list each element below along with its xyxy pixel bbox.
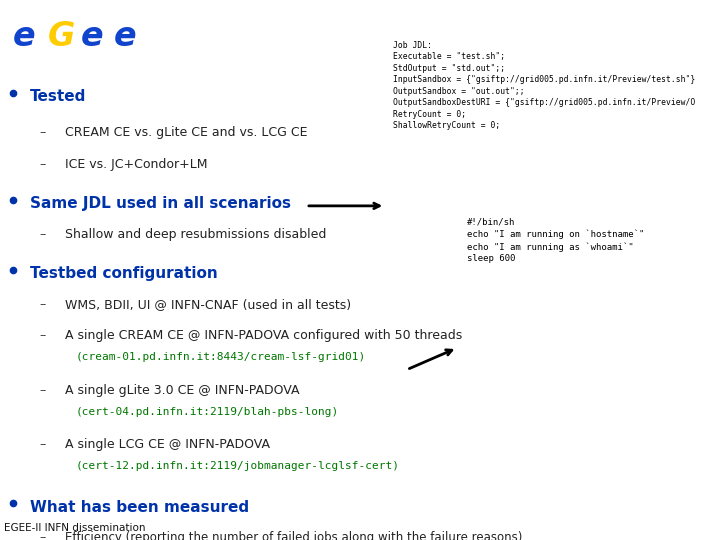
Text: ICE vs. JC+Condor+LM: ICE vs. JC+Condor+LM — [65, 158, 207, 171]
Text: –: – — [40, 228, 46, 241]
Text: –: – — [40, 158, 46, 171]
Text: –: – — [40, 126, 46, 139]
Text: Enabling Grids for E-sciencE: Enabling Grids for E-sciencE — [220, 68, 328, 77]
Text: #!/bin/sh
echo "I am running on `hostname`"
echo "I am running as `whoami`"
slee: #!/bin/sh echo "I am running on `hostnam… — [467, 218, 644, 264]
Text: Testbed configuration: Testbed configuration — [30, 266, 218, 281]
Text: CREAM CE vs. gLite CE and vs. LCG CE: CREAM CE vs. gLite CE and vs. LCG CE — [65, 126, 307, 139]
Text: e: e — [114, 21, 136, 53]
Text: –: – — [40, 383, 46, 397]
Text: (cert-04.pd.infn.it:2119/blah-pbs-long): (cert-04.pd.infn.it:2119/blah-pbs-long) — [76, 407, 339, 417]
Text: Tested: Tested — [30, 89, 86, 104]
Text: Efficiency (reporting the number of failed jobs along with the failure reasons): Efficiency (reporting the number of fail… — [65, 531, 522, 540]
Text: –: – — [40, 438, 46, 451]
Text: G: G — [48, 21, 75, 53]
Text: A single LCG CE @ INFN-PADOVA: A single LCG CE @ INFN-PADOVA — [65, 438, 270, 451]
Text: –: – — [40, 298, 46, 310]
Text: e: e — [81, 21, 103, 53]
Text: Submission through WMS: Submission through WMS — [256, 18, 637, 44]
Text: Same JDL used in all scenarios: Same JDL used in all scenarios — [30, 196, 291, 211]
Text: Shallow and deep resubmissions disabled: Shallow and deep resubmissions disabled — [65, 228, 326, 241]
Text: Job JDL:
Executable = "test.sh";
StdOutput = "std.out";;
InputSandbox = {"gsiftp: Job JDL: Executable = "test.sh"; StdOutp… — [393, 41, 696, 130]
Ellipse shape — [4, 0, 191, 84]
Text: What has been measured: What has been measured — [30, 500, 249, 515]
Text: (cert-12.pd.infn.it:2119/jobmanager-lcglsf-cert): (cert-12.pd.infn.it:2119/jobmanager-lcgl… — [76, 461, 400, 471]
Text: A single gLite 3.0 CE @ INFN-PADOVA: A single gLite 3.0 CE @ INFN-PADOVA — [65, 383, 300, 397]
Text: (cream-01.pd.infn.it:8443/cream-lsf-grid01): (cream-01.pd.infn.it:8443/cream-lsf-grid… — [76, 352, 366, 362]
Text: e: e — [13, 21, 35, 53]
Text: WMS, BDII, UI @ INFN-CNAF (used in all tests): WMS, BDII, UI @ INFN-CNAF (used in all t… — [65, 298, 351, 310]
Text: EGEE-II INFN dissemination: EGEE-II INFN dissemination — [4, 523, 145, 532]
Text: –: – — [40, 329, 46, 342]
Text: A single CREAM CE @ INFN-PADOVA configured with 50 threads: A single CREAM CE @ INFN-PADOVA configur… — [65, 329, 462, 342]
Text: –: – — [40, 531, 46, 540]
